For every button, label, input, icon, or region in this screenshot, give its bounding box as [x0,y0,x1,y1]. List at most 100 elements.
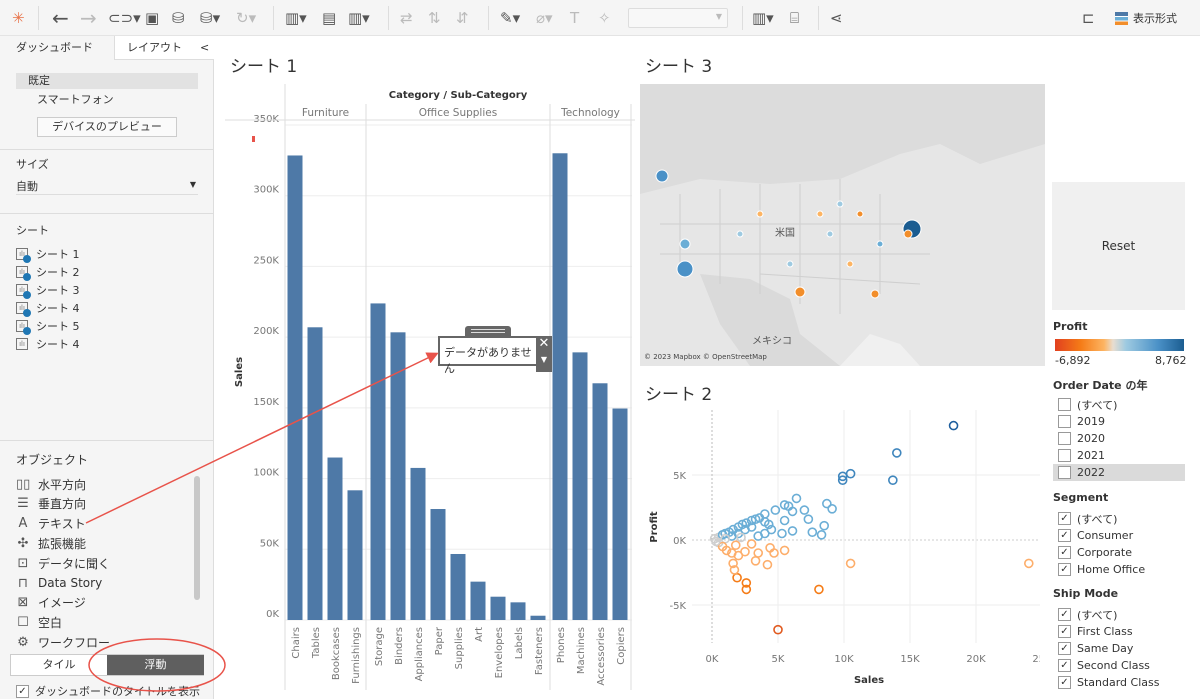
redo-loop-icon[interactable]: ⊂⊃▾ [108,9,141,27]
map-point[interactable] [794,286,806,298]
scatter-point[interactable] [799,505,810,515]
bar[interactable] [470,581,486,620]
sheet-item[interactable]: ılı シート 3 [16,282,80,299]
device-preview-button[interactable]: デバイスのプレビュー [37,117,177,137]
bar[interactable] [390,332,406,620]
close-icon[interactable]: ✕ [538,336,550,351]
new-sheet-icon[interactable]: ▥▾ [285,9,307,27]
profit-color-ramp[interactable] [1055,339,1184,351]
bar[interactable] [592,383,608,620]
scatter-point[interactable] [753,548,764,558]
forward-icon[interactable]: → [80,6,97,30]
tableau-logo-icon[interactable]: ✳ [12,9,25,27]
drag-handle[interactable] [465,326,511,337]
tab-dashboard[interactable]: ダッシュボード [16,41,93,54]
scatter-point[interactable] [721,545,732,556]
bar[interactable] [490,596,506,620]
scatter-point[interactable] [787,506,798,517]
device-phone[interactable]: スマートフォン [37,93,114,106]
scatter-point[interactable] [807,527,818,538]
scatter-point[interactable] [845,468,856,479]
object-item[interactable]: ☰ 垂直方向 [17,496,87,512]
sheet-item[interactable]: ılı シート 5 [16,318,80,335]
filter-option[interactable]: ✓ Home Office [1058,561,1145,578]
map-point[interactable] [903,229,913,239]
scatter-point[interactable] [750,555,761,566]
bar[interactable] [327,457,343,620]
filter-option[interactable]: ✓ Same Day [1058,640,1133,657]
sheet-item[interactable]: ılı シート 4 [16,300,80,317]
filter-option[interactable]: (すべて) [1058,396,1117,413]
fit-select[interactable]: ▼ [628,8,728,28]
sort-asc-icon[interactable]: ⇅ [428,9,441,27]
save-icon[interactable]: ▣ [145,9,160,27]
filter-option[interactable]: ✓ Corporate [1058,544,1132,561]
bar[interactable] [287,155,303,620]
swap-icon[interactable]: ⇄ [400,9,413,27]
filter-option[interactable]: ✓ First Class [1058,623,1133,640]
pause-update-icon[interactable]: ⛁▾ [200,9,221,27]
scatter-point[interactable] [746,539,757,549]
map-point[interactable] [876,240,884,248]
filter-option[interactable]: ✓ (すべて) [1058,510,1117,527]
scatter-point[interactable] [736,532,746,543]
scatter-point[interactable] [845,558,856,569]
filter-option[interactable]: 2021 [1058,447,1105,464]
filter-option[interactable]: ✓ Consumer [1058,527,1133,544]
scatter-point[interactable] [888,475,898,486]
object-item[interactable]: ⚙ ワークフロー [17,634,111,650]
scatter-point[interactable] [779,545,790,556]
sheet-item[interactable]: ılı シート 4 [16,336,80,352]
share-icon[interactable]: ⋖ [830,9,843,27]
bar[interactable] [370,303,386,620]
map-point[interactable] [870,289,880,299]
object-item[interactable]: ☐ 空白 [17,615,63,631]
map-point[interactable] [736,230,744,238]
scatter-point[interactable] [787,526,798,536]
scatter-point[interactable] [837,471,848,482]
refresh-icon[interactable]: ↻▾ [236,9,257,27]
bar[interactable] [530,615,546,620]
text-label-icon[interactable]: T [570,9,580,27]
object-item[interactable]: ✣ 拡張機能 [17,535,87,551]
scatter-point[interactable] [791,493,802,504]
scatter-point[interactable] [765,542,775,553]
tile-button[interactable]: タイル [42,658,76,671]
scatter-point[interactable] [819,520,830,531]
scatter-point[interactable] [729,565,740,575]
attach-icon[interactable]: ⌀▾ [536,9,553,27]
filter-option[interactable]: 2020 [1058,430,1105,447]
scatter-point[interactable] [773,624,783,635]
object-item[interactable]: ▯▯ 水平方向 [16,476,87,492]
scatter-point[interactable] [837,475,848,486]
sort-desc-icon[interactable]: ⇵ [456,9,469,27]
bar[interactable] [450,553,466,620]
map-point[interactable] [786,260,794,268]
scatter-point[interactable] [741,578,752,588]
clear-sheet-icon[interactable]: ▥▾ [348,9,370,27]
scatter-point[interactable] [741,584,752,595]
scatter-point[interactable] [827,503,837,514]
scatter-point[interactable] [728,558,738,569]
floating-button[interactable]: 浮動 [107,655,204,675]
bar[interactable] [572,352,588,620]
map-point[interactable] [676,260,694,278]
bar[interactable] [510,602,526,620]
scatter-point[interactable] [948,420,959,431]
presentation-icon[interactable]: ⌸ [790,9,800,27]
device-default[interactable]: 既定 [16,73,198,89]
scatter-point[interactable] [816,529,827,540]
more-options-icon[interactable]: ▼ [540,355,548,364]
tab-layout[interactable]: レイアウト [114,36,214,60]
scatter-point[interactable] [814,584,824,595]
object-item[interactable]: ⊓ Data Story [17,575,103,591]
scatter-point[interactable] [891,448,902,458]
filter-option[interactable]: 2019 [1058,413,1105,430]
sales-map[interactable]: 米国 メキシコ © 2023 Mapbox © OpenStreetMap [640,84,1045,366]
object-item[interactable]: ⊠ イメージ [17,595,86,611]
size-select[interactable]: 自動 ▼ [16,180,198,195]
bar[interactable] [552,153,568,620]
scatter-point[interactable] [763,519,774,530]
scatter-point[interactable] [822,498,832,509]
bar[interactable] [347,490,363,620]
